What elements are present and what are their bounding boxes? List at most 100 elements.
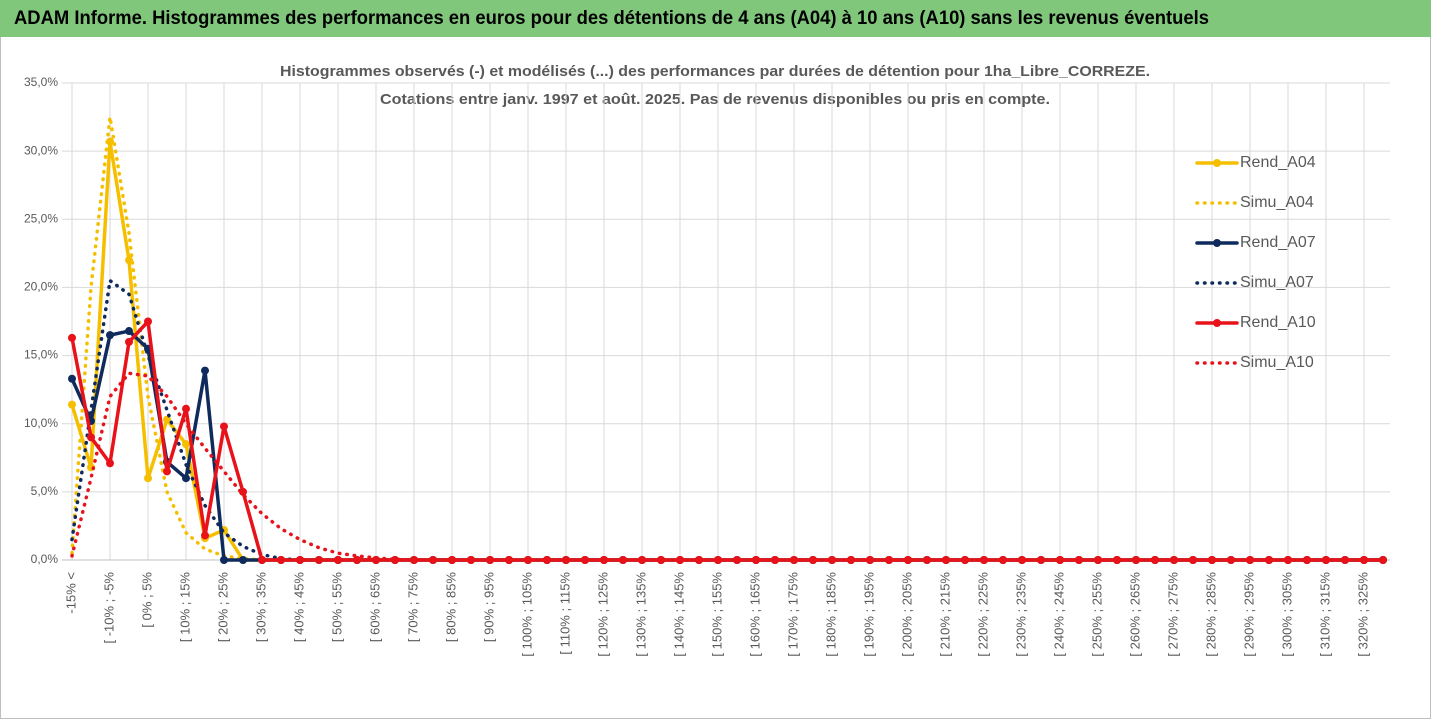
x-tick-label: [ 0% ; 5% <box>139 572 154 628</box>
marker <box>201 366 209 375</box>
marker <box>68 400 76 409</box>
marker <box>828 556 836 564</box>
x-tick-label: [ 170% ; 175% <box>785 572 800 657</box>
marker <box>752 556 760 564</box>
x-tick-label: [ 240% ; 245% <box>1051 572 1066 657</box>
marker <box>676 556 684 564</box>
y-tick-label: 15,0% <box>24 348 58 362</box>
legend-marker <box>1213 159 1221 167</box>
marker <box>467 556 475 564</box>
x-tick-label: [ 30% ; 35% <box>253 572 268 643</box>
marker <box>106 331 114 340</box>
marker <box>182 474 190 483</box>
x-tick-label: [ 280% ; 285% <box>1203 572 1218 657</box>
x-tick-label: [ 260% ; 265% <box>1127 572 1142 657</box>
legend-marker <box>1213 319 1221 327</box>
x-tick-label: [ 180% ; 185% <box>823 572 838 657</box>
x-tick-label: -15% < <box>63 572 78 614</box>
marker <box>201 531 209 540</box>
x-tick-label: [ 300% ; 305% <box>1279 572 1294 657</box>
x-tick-label: [ 310% ; 315% <box>1317 572 1332 657</box>
marker <box>1170 556 1178 564</box>
chart-title: Histogrammes observés (-) et modélisés (… <box>280 63 1150 80</box>
marker <box>961 556 969 564</box>
marker <box>1360 556 1368 564</box>
x-tick-label: [ 130% ; 135% <box>633 572 648 657</box>
x-tick-label: [ 270% ; 275% <box>1165 572 1180 657</box>
x-tick-label: [ 250% ; 255% <box>1089 572 1104 657</box>
x-tick-label: [ 10% ; 15% <box>177 572 192 643</box>
x-tick-label: [ 210% ; 215% <box>937 572 952 657</box>
marker <box>296 556 304 564</box>
x-tick-label: [ 90% ; 95% <box>481 572 496 643</box>
y-tick-label: 0,0% <box>31 552 59 566</box>
marker <box>638 556 646 564</box>
marker <box>182 440 190 449</box>
legend-label: Rend_A04 <box>1240 154 1316 171</box>
header-band <box>0 0 1431 37</box>
legend-label: Rend_A10 <box>1240 314 1316 331</box>
marker <box>923 556 931 564</box>
y-tick-label: 30,0% <box>24 143 58 157</box>
marker <box>163 467 171 476</box>
legend-label: Simu_A07 <box>1240 274 1314 291</box>
marker <box>144 317 152 326</box>
x-tick-label: [ 100% ; 105% <box>519 572 534 657</box>
marker <box>1246 556 1254 564</box>
x-tick-label: [ 190% ; 195% <box>861 572 876 657</box>
marker <box>106 459 114 468</box>
marker <box>543 556 551 564</box>
chart-subtitle: Cotations entre janv. 1997 et août. 2025… <box>380 91 1050 108</box>
y-tick-label: 25,0% <box>24 211 58 225</box>
x-tick-label: [ 20% ; 25% <box>215 572 230 643</box>
y-tick-label: 20,0% <box>24 280 58 294</box>
marker <box>277 556 285 564</box>
marker <box>429 556 437 564</box>
marker <box>334 556 342 564</box>
x-tick-label: [ 160% ; 165% <box>747 572 762 657</box>
x-tick-label: [ 150% ; 155% <box>709 572 724 657</box>
marker <box>1284 556 1292 564</box>
marker <box>144 474 152 483</box>
marker <box>220 556 228 564</box>
legend-label: Rend_A07 <box>1240 234 1316 251</box>
marker <box>220 422 228 431</box>
marker <box>1113 556 1121 564</box>
x-tick-label: [ 40% ; 45% <box>291 572 306 643</box>
x-tick-label: [ 220% ; 225% <box>975 572 990 657</box>
header-title: ADAM Informe. Histogrammes des performan… <box>14 8 1209 29</box>
marker <box>714 556 722 564</box>
y-tick-label: 5,0% <box>31 484 59 498</box>
marker <box>258 556 266 564</box>
marker <box>239 556 247 564</box>
legend-marker <box>1213 239 1221 247</box>
marker <box>790 556 798 564</box>
marker <box>885 556 893 564</box>
marker <box>68 333 76 342</box>
marker <box>353 556 361 564</box>
x-tick-label: [ 50% ; 55% <box>329 572 344 643</box>
marker <box>1037 556 1045 564</box>
y-tick-label: 35,0% <box>24 75 58 89</box>
x-tick-label: [ 200% ; 205% <box>899 572 914 657</box>
x-tick-label: [ 60% ; 65% <box>367 572 382 643</box>
series-line <box>70 371 1385 562</box>
x-tick-label: [ 230% ; 235% <box>1013 572 1028 657</box>
marker <box>87 433 95 442</box>
marker <box>163 415 171 424</box>
x-tick-label: [ -10% ; -5% <box>101 572 116 644</box>
marker <box>125 327 133 336</box>
x-tick-label: [ 70% ; 75% <box>405 572 420 643</box>
marker <box>68 374 76 383</box>
marker <box>1322 556 1330 564</box>
legend-label: Simu_A10 <box>1240 354 1314 371</box>
marker <box>125 337 133 346</box>
x-tick-label: [ 120% ; 125% <box>595 572 610 657</box>
marker <box>1075 556 1083 564</box>
y-tick-label: 10,0% <box>24 416 58 430</box>
legend-label: Simu_A04 <box>1240 194 1314 211</box>
marker <box>600 556 608 564</box>
x-tick-label: [ 290% ; 295% <box>1241 572 1256 657</box>
